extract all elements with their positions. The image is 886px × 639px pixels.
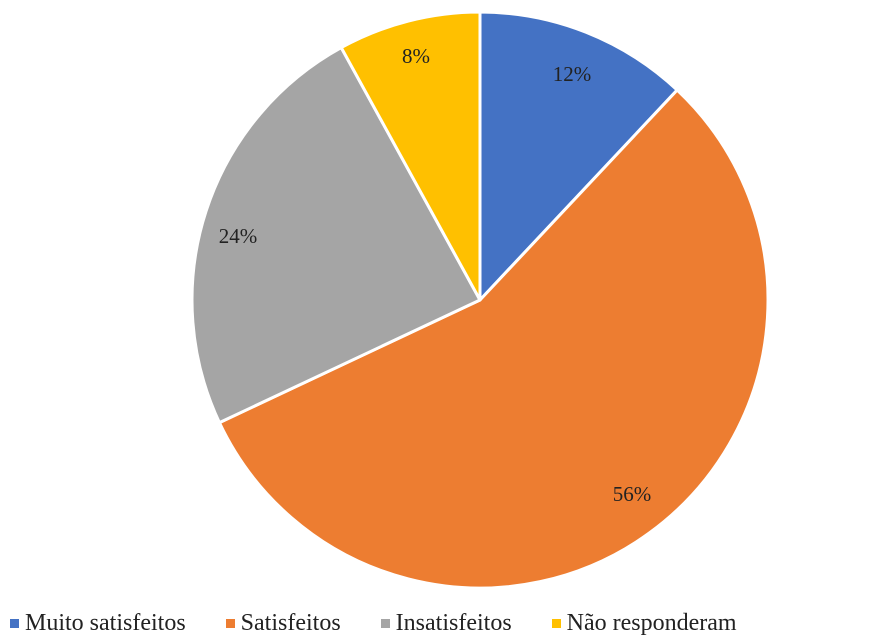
legend-swatch [10, 618, 19, 628]
slice-label: 56% [613, 482, 652, 506]
legend-label: Satisfeitos [240, 609, 341, 636]
legend-swatch [225, 618, 235, 628]
slice-label: 8% [402, 44, 430, 68]
legend-item: Muito satisfeitos [10, 610, 186, 637]
legend-label: Muito satisfeitos [25, 609, 186, 636]
pie-slice-insatisfeitos [190, 46, 482, 425]
legend-label: Insatisfeitos [395, 609, 512, 636]
pie-slice-satisfeitos [217, 88, 770, 590]
legend-swatch [380, 618, 390, 628]
slice-label: 12% [553, 62, 592, 86]
pie-slice-labels: 12% 56% 24% 8% [219, 44, 652, 506]
legend-item: Não responderam [551, 609, 737, 637]
pie-slice-n-o-responderam [339, 10, 482, 302]
chart-legend: Muito satisfeitos Satisfeitos Insatisfeito… [0, 608, 886, 638]
pie-slice-muito-satisfeitos [478, 10, 679, 302]
slice-label: 24% [219, 224, 258, 248]
pie-chart: 12% 56% 24% 8% [190, 10, 770, 590]
legend-item: Insatisfeitos [380, 609, 512, 637]
legend-item: Satisfeitos [225, 609, 341, 637]
legend-label: Não responderam [566, 609, 737, 636]
pie-slices [190, 10, 770, 590]
legend-swatch [551, 618, 561, 628]
